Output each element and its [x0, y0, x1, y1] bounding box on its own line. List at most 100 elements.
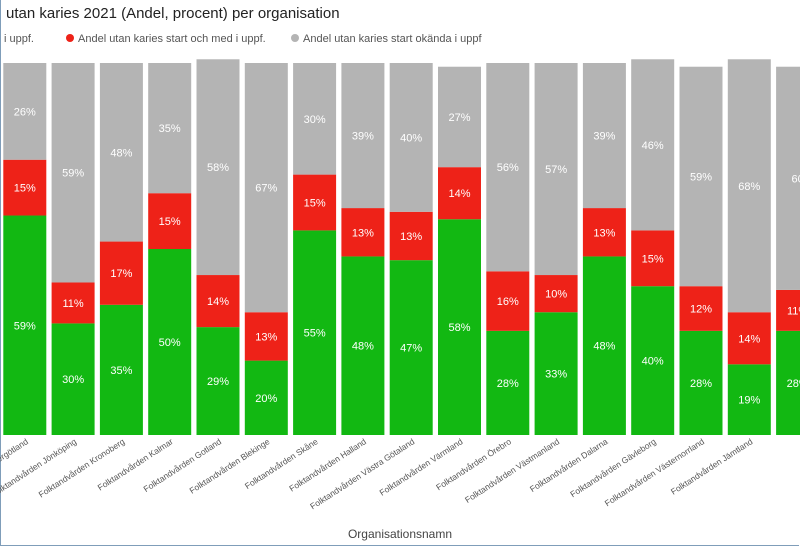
- bar-segment-s2-c17[interactable]: [776, 66, 800, 290]
- bar-segment-s0-c6[interactable]: [244, 360, 288, 435]
- bar-segment-s0-c13[interactable]: [582, 256, 626, 435]
- bar-segment-s2-c14[interactable]: [631, 59, 675, 231]
- data-label-s0-c1: 59%: [14, 320, 36, 332]
- bar-segment-s0-c16[interactable]: [727, 364, 771, 435]
- data-label-s0-c7: 55%: [304, 328, 326, 340]
- bar-segment-s2-c8[interactable]: [341, 63, 385, 209]
- bar-segment-s0-c3[interactable]: [99, 304, 143, 435]
- data-label-s2-c14: 46%: [642, 140, 664, 152]
- x-tick-label-13: Folktandvården Dalarna: [528, 436, 610, 494]
- bar-segment-s0-c7[interactable]: [293, 230, 337, 435]
- data-label-s2-c8: 39%: [352, 131, 374, 143]
- bar-segment-s1-c7[interactable]: [293, 174, 337, 231]
- bar-segment-s1-c9[interactable]: [389, 211, 433, 261]
- data-label-s1-c12: 10%: [545, 289, 567, 301]
- bar-segment-s2-c10[interactable]: [438, 66, 481, 168]
- data-label-s0-c12: 33%: [545, 369, 567, 381]
- bar-segment-s0-c14[interactable]: [631, 286, 675, 435]
- bar-segment-s1-c10[interactable]: [438, 167, 481, 220]
- bar-segment-s0-c4[interactable]: [148, 249, 192, 435]
- data-label-s0-c2: 30%: [62, 374, 84, 386]
- data-label-s2-c9: 40%: [400, 132, 422, 144]
- bar-segment-s2-c4[interactable]: [148, 63, 192, 194]
- data-label-s0-c13: 48%: [593, 341, 615, 353]
- bar-segment-s0-c8[interactable]: [341, 256, 385, 435]
- bar-segment-s2-c6[interactable]: [244, 63, 288, 313]
- data-label-s0-c17: 28%: [787, 378, 800, 390]
- bar-segment-s0-c9[interactable]: [389, 260, 433, 435]
- x-tick-label-3: Folktandvården Kronoberg: [37, 436, 127, 499]
- bar-segment-s1-c11[interactable]: [486, 271, 530, 331]
- bar-segment-s1-c13[interactable]: [582, 208, 626, 257]
- bar-segment-s0-c1[interactable]: [3, 215, 47, 435]
- bar-segment-s2-c3[interactable]: [99, 63, 143, 242]
- data-label-s2-c2: 59%: [62, 168, 84, 180]
- legend-dot-grey-icon: [291, 34, 299, 42]
- bar-segment-s2-c9[interactable]: [389, 63, 433, 212]
- bar-segment-s1-c3[interactable]: [99, 241, 143, 305]
- bar-segment-s1-c16[interactable]: [727, 312, 771, 365]
- bar-segment-s2-c7[interactable]: [293, 63, 337, 175]
- data-label-s0-c16: 19%: [738, 395, 760, 407]
- data-label-s0-c5: 29%: [207, 376, 229, 388]
- bar-segment-s2-c5[interactable]: [196, 59, 240, 276]
- data-label-s1-c6: 13%: [255, 331, 277, 343]
- data-label-s2-c15: 59%: [690, 171, 712, 183]
- data-label-s2-c4: 35%: [159, 123, 181, 135]
- data-label-s2-c1: 26%: [14, 106, 36, 118]
- data-label-s2-c17: 60: [791, 173, 800, 185]
- data-label-s2-c6: 67%: [255, 183, 277, 195]
- bar-segment-s2-c15[interactable]: [679, 66, 723, 287]
- data-label-s0-c15: 28%: [690, 378, 712, 390]
- bar-segment-s1-c14[interactable]: [631, 230, 675, 287]
- bar-segment-s1-c4[interactable]: [148, 193, 192, 249]
- x-axis-title: Organisationsnamn: [347, 527, 453, 541]
- legend-item-grey[interactable]: Andel utan karies start okända i uppf: [291, 33, 482, 45]
- legend-dot-red-icon: [66, 34, 74, 42]
- data-label-s1-c14: 15%: [642, 253, 664, 265]
- x-tick-label-6: Folktandvården Blekinge: [187, 436, 271, 495]
- bar-segment-s1-c15[interactable]: [679, 286, 723, 331]
- bar-segment-s2-c13[interactable]: [582, 63, 626, 209]
- data-label-s1-c9: 13%: [400, 231, 422, 243]
- legend-item-green[interactable]: i uppf.: [4, 33, 34, 45]
- data-label-s1-c10: 14%: [448, 188, 470, 200]
- bar-segment-s2-c16[interactable]: [727, 59, 771, 313]
- data-label-s1-c4: 15%: [159, 216, 181, 228]
- data-label-s1-c16: 14%: [738, 333, 760, 345]
- bar-segment-s1-c8[interactable]: [341, 208, 385, 257]
- data-label-s1-c15: 12%: [690, 304, 712, 316]
- bar-segment-s1-c17[interactable]: [776, 289, 800, 331]
- data-label-s1-c7: 15%: [304, 198, 326, 210]
- bar-segment-s1-c1[interactable]: [3, 159, 47, 216]
- bar-segment-s0-c2[interactable]: [51, 323, 95, 435]
- legend-label-red: Andel utan karies start och med i uppf.: [78, 33, 266, 45]
- data-label-s1-c3: 17%: [110, 268, 132, 280]
- bar-segment-s0-c5[interactable]: [196, 327, 240, 435]
- x-tick-label-14: Folktandvården Gävleborg: [568, 436, 658, 499]
- bar-segment-s0-c15[interactable]: [679, 330, 723, 435]
- data-label-s1-c13: 13%: [593, 227, 615, 239]
- data-label-s2-c3: 48%: [110, 147, 132, 159]
- legend-item-red[interactable]: Andel utan karies start och med i uppf.: [66, 33, 266, 45]
- data-label-s0-c11: 28%: [497, 378, 519, 390]
- bar-segment-s1-c12[interactable]: [534, 275, 578, 313]
- bar-segment-s0-c12[interactable]: [534, 312, 578, 435]
- bar-segment-s1-c5[interactable]: [196, 275, 240, 328]
- data-label-s1-c1: 15%: [14, 183, 36, 195]
- bar-segment-s2-c11[interactable]: [486, 63, 530, 272]
- bar-segment-s0-c11[interactable]: [486, 330, 530, 435]
- data-label-s1-c2: 11%: [62, 298, 83, 310]
- bar-segment-s2-c12[interactable]: [534, 63, 578, 276]
- bar-chart: rmland59%15%26%Folktandvården Östergötla…: [0, 59, 800, 511]
- bar-segment-s1-c2[interactable]: [51, 282, 95, 324]
- bar-segment-s2-c1[interactable]: [3, 63, 47, 160]
- data-label-s2-c7: 30%: [304, 114, 326, 126]
- data-label-s0-c8: 48%: [352, 341, 374, 353]
- bar-segment-s2-c2[interactable]: [51, 63, 95, 283]
- bar-segment-s0-c17[interactable]: [776, 330, 800, 435]
- data-label-s0-c14: 40%: [642, 356, 664, 368]
- bar-segment-s1-c6[interactable]: [244, 312, 288, 361]
- bar-segment-s0-c10[interactable]: [438, 219, 481, 435]
